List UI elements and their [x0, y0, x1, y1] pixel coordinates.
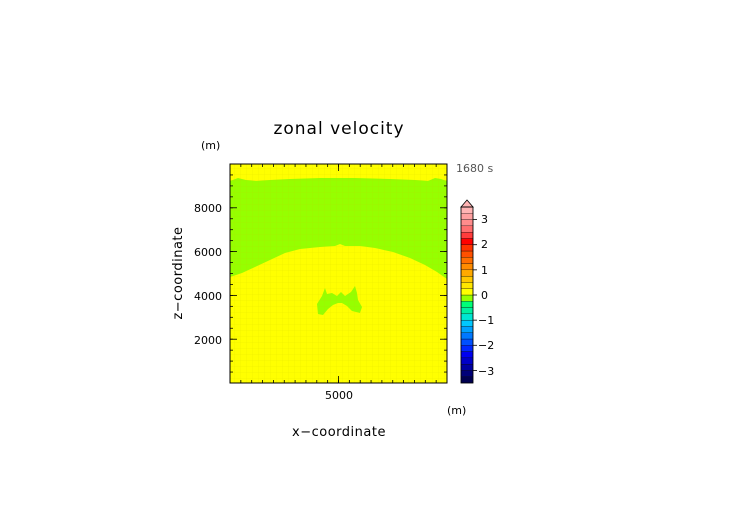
x-tick-label-5000: 5000: [325, 389, 353, 402]
colorbar-band: [460, 225, 474, 233]
colorbar-tick-label-0: 0: [481, 289, 488, 302]
colorbar-band: [460, 307, 474, 315]
colorbar-band: [460, 345, 474, 352]
colorbar-band: [460, 206, 474, 214]
colorbar-band: [460, 301, 474, 308]
colorbar-band: [460, 257, 474, 264]
colorbar-tick-label-1: 1: [481, 264, 488, 277]
colorbar-band: [460, 269, 474, 277]
colorbar-band: [460, 238, 474, 245]
chart-title: zonal velocity: [273, 119, 404, 139]
colorbar-band: [460, 363, 474, 371]
z-tick-label-6000: 6000: [194, 246, 222, 259]
colorbar-band: [460, 351, 474, 359]
colorbar-band: [460, 263, 474, 271]
colorbar-band: [460, 357, 474, 365]
colorbar-band: [460, 370, 474, 377]
colorbar-band: [460, 219, 474, 227]
colorbar-band: [460, 376, 474, 384]
colorbar-bands: [460, 206, 477, 384]
z-axis-label: z−coordinate: [171, 226, 186, 319]
plot-area: [230, 164, 447, 383]
colorbar-tick-label-neg3: −3: [478, 365, 494, 378]
colorbar-tick-label-3: 3: [481, 213, 488, 226]
x-axis-label: x−coordinate: [292, 425, 386, 440]
colorbar-band: [460, 250, 474, 258]
colorbar-band: [460, 338, 474, 346]
colorbar-band: [460, 326, 474, 333]
time-label: 1680 s: [456, 162, 493, 175]
colorbar-band: [460, 319, 474, 327]
colorbar-frame: [460, 206, 474, 384]
colorbar-band: [460, 332, 474, 340]
z-tick-label-2000: 2000: [194, 334, 222, 347]
grid-overlay: [230, 164, 447, 383]
colorbar-band: [460, 213, 474, 220]
z-tick-label-4000: 4000: [194, 290, 222, 303]
colorbar-band: [460, 231, 474, 239]
colorbar-tick-label-2: 2: [481, 238, 488, 251]
colorbar-band: [460, 313, 474, 321]
colorbar-band: [460, 288, 474, 296]
colorbar-band: [460, 244, 474, 252]
colorbar-tick-label-neg2: −2: [478, 339, 494, 352]
colorbar-band: [460, 275, 474, 283]
colorbar-band: [460, 282, 474, 289]
major-ticks: [230, 164, 447, 383]
z-unit-label: (m): [201, 139, 220, 152]
colorbar: 3 2 1 0 −1 −2 −3: [460, 199, 494, 384]
colorbar-band: [460, 294, 474, 302]
colorbar-tick-label-neg1: −1: [478, 314, 494, 327]
z-tick-label-8000: 8000: [194, 202, 222, 215]
x-unit-label: (m): [447, 404, 466, 417]
colorbar-extend-arrow: [460, 199, 474, 208]
